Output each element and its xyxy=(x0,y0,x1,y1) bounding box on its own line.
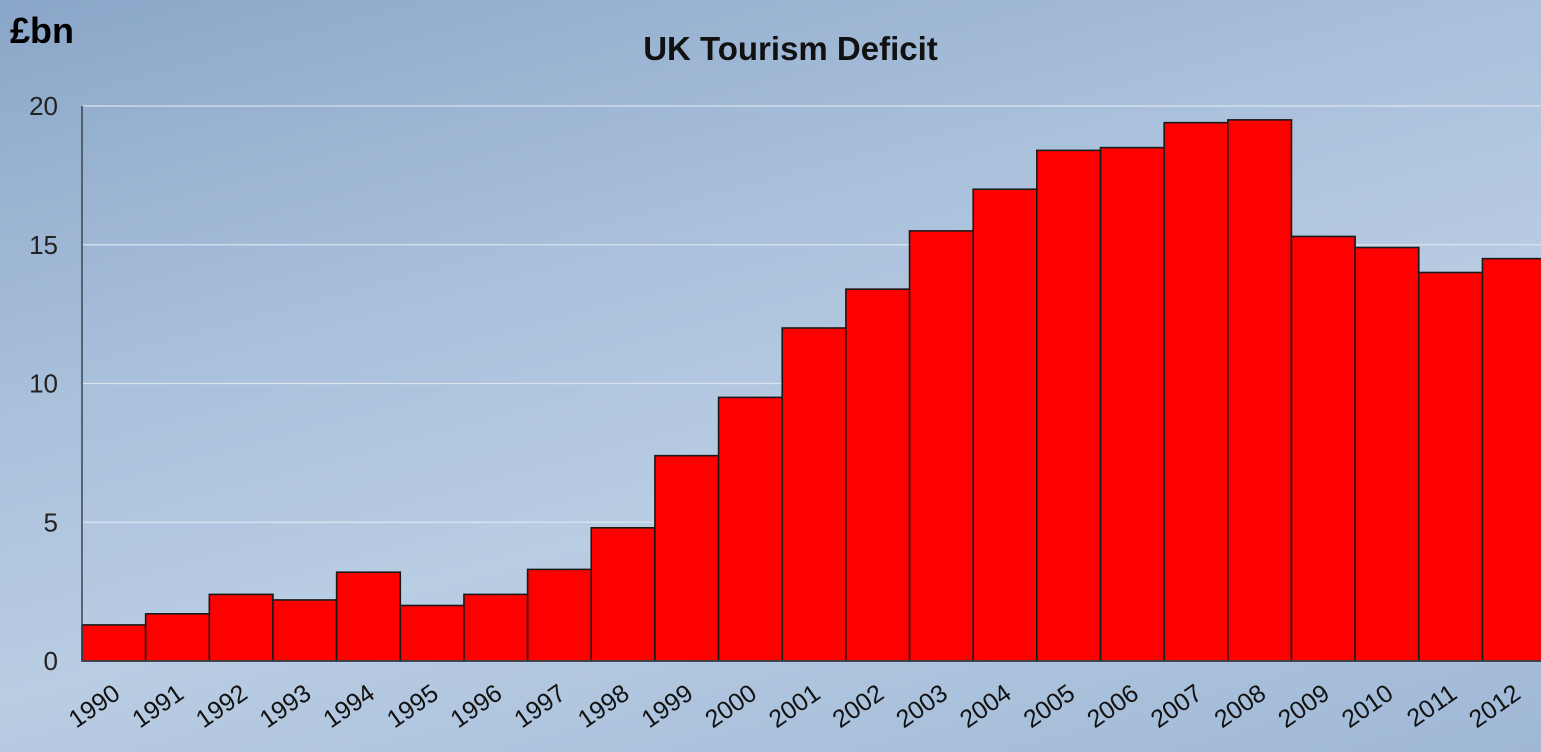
x-tick-label: 2003 xyxy=(891,679,953,734)
bar xyxy=(1482,259,1541,661)
y-tick-label: 15 xyxy=(29,230,58,260)
bar xyxy=(655,456,719,661)
bar xyxy=(719,397,783,661)
x-tick-label: 2009 xyxy=(1273,679,1335,734)
bar xyxy=(973,189,1037,661)
x-tick-label: 1990 xyxy=(64,679,126,734)
bar xyxy=(846,289,910,661)
bar xyxy=(1100,148,1164,661)
x-tick-label: 2010 xyxy=(1337,679,1399,734)
bar xyxy=(1291,236,1355,661)
bar xyxy=(591,528,655,661)
bar xyxy=(528,569,592,661)
x-tick-label: 1999 xyxy=(637,679,699,734)
x-tick-label: 2005 xyxy=(1018,679,1080,734)
bar xyxy=(1355,248,1419,661)
x-tick-label: 2002 xyxy=(828,679,890,734)
x-tick-label: 2008 xyxy=(1209,679,1271,734)
bar xyxy=(464,594,528,661)
bar xyxy=(209,594,273,661)
x-tick-label: 2000 xyxy=(700,679,762,734)
bar xyxy=(400,606,464,662)
x-tick-label: 1994 xyxy=(318,679,380,734)
bar xyxy=(337,572,401,661)
x-tick-label: 2004 xyxy=(955,679,1017,734)
x-tick-label: 2012 xyxy=(1464,679,1526,734)
x-tick-label: 2011 xyxy=(1402,679,1462,733)
x-tick-label: 2006 xyxy=(1082,679,1144,734)
y-tick-label: 5 xyxy=(44,507,58,537)
x-tick-label: 1995 xyxy=(382,679,444,734)
x-tick-label: 1993 xyxy=(255,679,317,734)
y-tick-label: 20 xyxy=(29,91,58,121)
x-tick-label: 2007 xyxy=(1146,679,1208,734)
x-tick-label: 2001 xyxy=(764,679,826,734)
bar xyxy=(1164,123,1228,661)
x-tick-label: 1998 xyxy=(573,679,635,734)
bar xyxy=(1228,120,1292,661)
x-tick-label: 1996 xyxy=(446,679,508,734)
bar xyxy=(146,614,210,661)
bar xyxy=(782,328,846,661)
y-tick-label: 0 xyxy=(44,646,58,676)
x-tick-label: 1997 xyxy=(509,679,571,734)
bar xyxy=(1419,273,1483,662)
x-tick-label: 1991 xyxy=(127,679,189,734)
bar xyxy=(910,231,974,661)
bar xyxy=(1037,150,1101,661)
x-tick-label: 1992 xyxy=(191,679,253,734)
bar xyxy=(273,600,337,661)
y-tick-label: 10 xyxy=(29,369,58,399)
bar xyxy=(82,625,146,661)
